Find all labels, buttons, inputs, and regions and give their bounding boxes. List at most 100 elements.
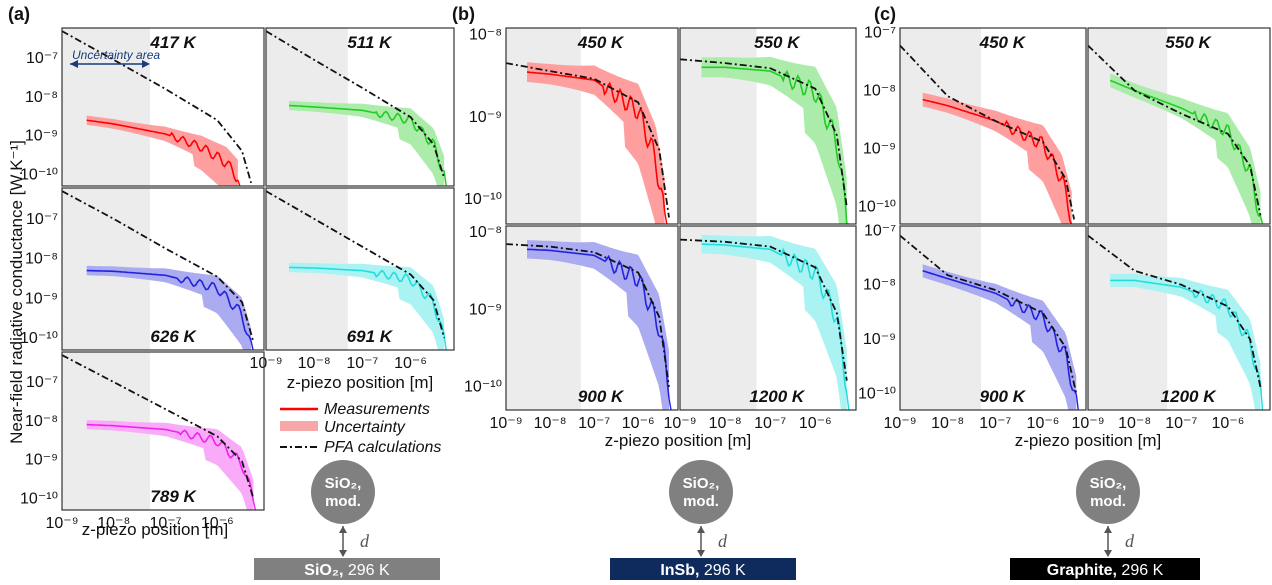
- measurement-line: [288, 266, 445, 336]
- panel-letter-c: (c): [874, 4, 896, 24]
- temperature-label: 789 K: [150, 487, 197, 506]
- panel-frame: [265, 27, 455, 187]
- y-tick-label: 10⁻⁸: [863, 277, 896, 294]
- substrate-a: [254, 558, 440, 580]
- pfa-line: [266, 190, 446, 339]
- panel-plot-area: [900, 44, 1075, 224]
- panel-frame: [265, 187, 455, 351]
- measurement-tail: [664, 211, 668, 224]
- panel-plot-area: [266, 190, 447, 350]
- measurement-tail: [1259, 216, 1264, 224]
- temperature-label: 900 K: [578, 387, 625, 406]
- panel-b-3: 1200 K 10⁻⁹ 10⁻⁸ 10⁻⁷ 10⁻⁶: [663, 225, 857, 432]
- x-axis-title-a-right: z-piezo position [m]: [287, 373, 433, 392]
- temperature-label: 511 K: [347, 33, 393, 52]
- y-tick-label: 10⁻⁷: [26, 374, 58, 391]
- legend-swatch-uncertainty: [280, 421, 318, 431]
- panel-plot-area: [1088, 234, 1264, 410]
- pfa-line: [266, 30, 446, 179]
- pfa-line: [506, 243, 670, 387]
- gap-label-c: d: [1125, 531, 1135, 551]
- temperature-label: 417 K: [149, 33, 197, 52]
- x-tick-label: 10⁻⁹: [1071, 415, 1104, 432]
- y-tick-label: 10⁻⁹: [25, 290, 58, 307]
- panel-plot-area: [900, 234, 1079, 410]
- plots-layer: 417 K 10⁻⁷ 10⁻⁸ 10⁻⁹ 10⁻¹⁰ 511 K 626 K 10⁻⁷ 10⁻⁸…: [20, 25, 1271, 532]
- probe-label-c-line2: mod.: [1090, 493, 1126, 510]
- x-tick-label: 10⁻⁶: [622, 415, 655, 432]
- panel-frame: [505, 27, 679, 225]
- panel-c-0: 450 K 10⁻⁷ 10⁻⁸ 10⁻⁹ 10⁻¹⁰: [858, 25, 1087, 225]
- measurement-line: [86, 423, 255, 502]
- panel-a-2: 626 K 10⁻⁷ 10⁻⁸ 10⁻⁹ 10⁻¹⁰: [20, 187, 265, 351]
- x-tick-label: 10⁻⁸: [534, 415, 567, 432]
- measurement-line: [526, 71, 666, 212]
- substrate-temp-c: 296 K: [1117, 562, 1164, 579]
- panel-frame: [899, 27, 1087, 225]
- uncertainty-band: [701, 56, 847, 224]
- temperature-label: 900 K: [980, 387, 1027, 406]
- panel-plot-area: [1088, 44, 1264, 224]
- panel-a-0: 417 K 10⁻⁷ 10⁻⁸ 10⁻⁹ 10⁻¹⁰: [20, 27, 265, 187]
- panel-b-0: 450 K 10⁻⁸ 10⁻⁹ 10⁻¹⁰: [464, 27, 679, 225]
- uncertainty-area-shade: [1088, 28, 1168, 224]
- legend: Measurements Uncertainty PFA calculation…: [280, 401, 441, 456]
- y-tick-label: 10⁻⁷: [864, 25, 896, 42]
- panel-plot-area: [62, 190, 255, 350]
- panel-a-1: 511 K: [265, 27, 455, 187]
- x-tick-label: 10⁻⁸: [298, 355, 331, 372]
- measurement-line: [86, 119, 239, 183]
- y-tick-label: 10⁻⁹: [469, 301, 502, 318]
- y-tick-label: 10⁻¹⁰: [464, 379, 502, 396]
- temperature-label: 626 K: [150, 327, 197, 346]
- temperature-label: 450 K: [577, 33, 625, 52]
- panel-c-3: 1200 K 10⁻⁹ 10⁻⁸ 10⁻⁷ 10⁻⁶: [1071, 225, 1271, 432]
- panel-plot-area: [266, 30, 447, 186]
- substrate-label-c: Graphite, 296 K: [1047, 562, 1164, 579]
- panel-frame: [679, 27, 857, 225]
- uncertainty-band: [1110, 73, 1261, 224]
- gap-arrow-head-c-bottom: [1104, 550, 1112, 557]
- panel-frame: [1087, 225, 1271, 411]
- y-tick-label: 10⁻¹⁰: [20, 330, 58, 347]
- x-tick-label: 10⁻⁶: [1027, 415, 1060, 432]
- y-tick-label: 10⁻⁸: [469, 27, 502, 44]
- probe-sphere-a: [311, 460, 375, 524]
- y-axis-title: Near-field radiative conductance [W.K⁻¹]: [7, 140, 26, 444]
- x-tick-label: 10⁻⁶: [799, 415, 832, 432]
- uncertainty-label: Uncertainty area: [72, 48, 160, 62]
- x-tick-label: 10⁻⁶: [201, 515, 234, 532]
- probe-sphere-b: [669, 460, 733, 524]
- x-tick-label: 10⁻⁹: [249, 355, 282, 372]
- y-tick-label: 10⁻⁷: [26, 211, 58, 228]
- arrow-head-left: [70, 60, 78, 68]
- panel-frame: [61, 27, 265, 187]
- gap-label-a: d: [360, 531, 370, 551]
- y-tick-label: 10⁻⁸: [25, 251, 58, 268]
- probe-label-c-line1: SiO₂,: [1090, 475, 1127, 492]
- substrate-label-b: InSb, 296 K: [660, 562, 746, 579]
- pfa-line: [1088, 234, 1262, 388]
- uncertainty-band: [701, 234, 847, 410]
- measurement-line: [288, 104, 445, 172]
- x-tick-label: 10⁻⁷: [346, 355, 378, 372]
- measurement-tail: [237, 179, 241, 186]
- y-tick-label: 10⁻⁹: [863, 331, 896, 348]
- x-tick-label: 10⁻⁹: [883, 415, 916, 432]
- measurement-line: [701, 66, 848, 224]
- y-tick-label: 10⁻⁸: [469, 224, 502, 241]
- uncertainty-area-shade: [62, 28, 150, 186]
- x-tick-label: 10⁻⁹: [45, 515, 78, 532]
- uncertainty-band: [527, 240, 669, 410]
- substrate-b: [610, 558, 796, 580]
- measurement-tail: [1075, 393, 1079, 410]
- x-tick-label: 10⁻⁸: [1118, 415, 1151, 432]
- y-tick-label: 10⁻⁷: [26, 50, 58, 67]
- panel-frame: [679, 225, 857, 411]
- probe-label-b-line1: SiO₂,: [683, 475, 720, 492]
- uncertainty-band: [527, 62, 665, 224]
- x-tick-label: 10⁻⁷: [754, 415, 786, 432]
- legend-label-pfa: PFA calculations: [324, 439, 441, 456]
- uncertainty-band: [86, 115, 238, 186]
